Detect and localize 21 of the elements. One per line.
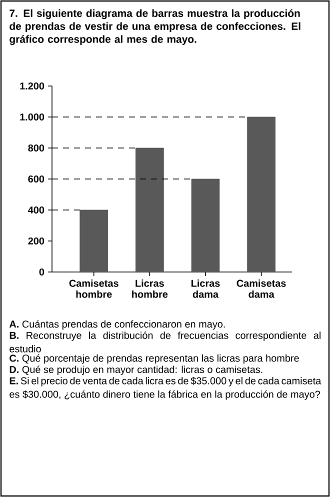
text: D. Qué se produjo en mayor cantidad: licras o camisetas. [10,366,262,375]
x-tick-label: Licras dama [191,280,220,298]
text: C. Qué porcentaje de prendas representan las licras para hombre [10,354,299,364]
bar [247,116,276,272]
text: E. Si el precio de venta de cada licra es de $35.000 y el de cada camiseta es $30.000, ¿cuánto dinero tiene la fábrica en la producción de mayo? [10,376,322,400]
y-tick-label: 400 [28,206,44,214]
chart-title: 7. El siguiente diagrama de barras muestra la producción de prendas de vestir de una empresa de confecciones. El gráfico corresponde al mes de mayo. [10,9,300,45]
y-tick-label: 1.000 [20,113,44,121]
y-tick-label: 1.200 [20,82,44,90]
y-tick-label: 0 [39,268,44,276]
bar [191,178,220,272]
text: A. Cuántas prendas de confeccionaron en mayo. [9,320,225,330]
bar [136,148,164,272]
bar [80,210,108,272]
text: B. Reconstruye la distribución de frecuencias correspondiente al estudio [10,331,320,352]
y-tick-label: 600 [28,175,44,183]
x-tick-label: Camisetas hombre [69,280,118,298]
y-tick-label: 200 [28,237,44,245]
x-tick-label: Licras hombre [132,280,168,298]
x-tick-label: Camisetas dama [236,280,286,298]
y-tick-label: 800 [28,144,44,152]
